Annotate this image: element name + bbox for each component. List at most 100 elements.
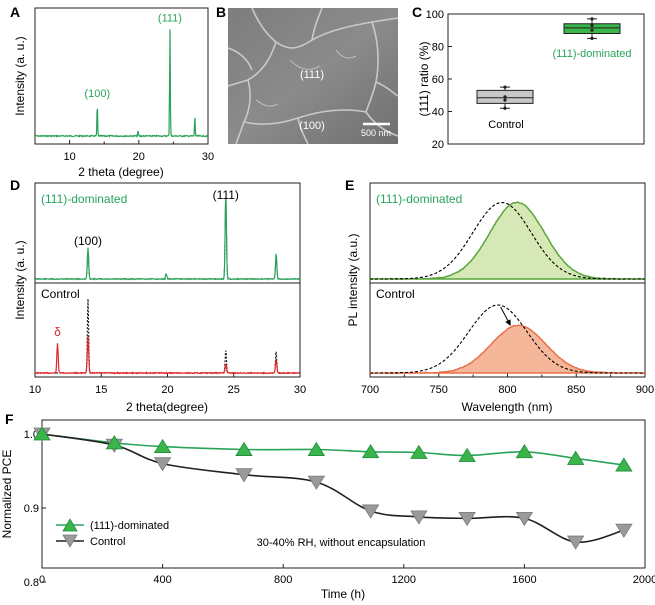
box-point [590, 36, 594, 40]
y-tick-label: 0.8 [24, 577, 39, 589]
panel-d-y-label: Intensity (a. u.) [13, 240, 27, 319]
panel-a-peak-label-100: (100) [84, 88, 110, 100]
legend-control-label: Control [90, 536, 125, 548]
111-dominated-marker [410, 444, 428, 459]
panel-d-bottom-reference-line [35, 298, 300, 374]
panel-c-control-label: Control [488, 119, 523, 131]
sem-grain-highlights [255, 49, 357, 107]
panel-d-frame [34, 182, 301, 378]
panel-e-bottom-reference-curve [370, 304, 645, 374]
y-tick-label: 0.9 [24, 503, 39, 515]
panel-f-legend: (111)-dominated Control [56, 518, 169, 548]
111-dominated-marker [458, 447, 476, 462]
panel-d-xrd-comparison: 10 15 20 25 30 (111)-dominated Control (111)… [13, 182, 306, 414]
panel-e-x-label: Wavelength (nm) [462, 400, 553, 414]
111-dominated-marker [153, 438, 172, 453]
panel-d-control-line [34, 335, 301, 375]
legend-111-marker [62, 518, 78, 532]
panel-d-x-ticks: 10 15 20 25 30 [29, 373, 306, 396]
panel-a-frame [34, 7, 209, 145]
panel-d-x-label: 2 theta(degree) [126, 400, 208, 414]
x-tick-label: 1600 [512, 574, 536, 586]
control-marker [361, 504, 380, 519]
panel-letter-e: E [345, 177, 354, 193]
panel-a-y-label: Intensity (a. u.) [13, 36, 27, 115]
111-dominated-marker [566, 450, 585, 465]
x-tick-label: 750 [430, 384, 448, 396]
sem-background [228, 8, 398, 144]
panel-e-control-area [369, 324, 646, 375]
x-tick-label: 900 [636, 384, 654, 396]
x-tick-label: 1200 [392, 574, 416, 586]
legend-111-label: (111)-dominated [90, 520, 169, 532]
control-marker [515, 511, 534, 527]
panel-e-111-dominated-area [369, 201, 646, 281]
panel-a-xrd: 10 20 30 (100) (111) 2 theta (degree) Inte… [13, 7, 214, 179]
panel-letter-b: B [216, 4, 226, 20]
panel-c-boxes [476, 17, 621, 110]
y-tick-label: 80 [432, 42, 444, 54]
x-tick-label: 700 [361, 384, 379, 396]
panel-b-sem-image: (111) (100) 500 nm [227, 7, 399, 145]
panel-f-111-dominated-line [41, 433, 625, 466]
control-marker [153, 457, 172, 472]
x-tick-label: 800 [274, 574, 292, 586]
x-tick-label: 850 [567, 384, 585, 396]
x-tick-label: 0 [39, 574, 45, 586]
panel-f-x-label: Time (h) [321, 587, 365, 601]
legend-control-marker [62, 534, 78, 548]
panel-e-y-label: PL intensity (a.u.) [346, 234, 360, 327]
control-marker [458, 511, 476, 527]
control-marker [615, 523, 633, 538]
panel-e-control-label: Control [376, 287, 415, 301]
x-tick-label: 20 [161, 384, 173, 396]
panel-e-111-dominated-label: (111)-dominated [376, 192, 462, 206]
panel-letter-a: A [10, 4, 20, 20]
panel-c-111-label: (111)-dominated [552, 48, 631, 60]
panel-c-y-label: (111) ratio (%) [417, 42, 431, 117]
panel-d-peak-label-111: (111) [213, 188, 239, 202]
x-tick-label: 15 [95, 384, 107, 396]
panel-c-y-ticks: 20 40 60 80 100 [426, 9, 452, 151]
panel-c-boxplot: 20 40 60 80 100 Control (111)-dominated (111… [417, 9, 645, 151]
panel-d-111-dominated-line [34, 197, 301, 281]
box-point [503, 85, 507, 89]
x-tick-label: 20 [133, 151, 145, 163]
control-marker [566, 535, 585, 550]
box-point [590, 17, 594, 21]
111-dominated-marker [33, 426, 51, 441]
box-rect [563, 23, 621, 34]
sem-grain-boundaries [227, 7, 399, 145]
y-tick-label: 60 [432, 74, 444, 86]
panel-a-xrd-line [34, 29, 209, 139]
panel-f-frame [41, 419, 646, 569]
x-tick-label: 10 [29, 384, 41, 396]
panel-e-pl-spectra: 700 750 800 850 900 (111)-dominated Control … [346, 182, 654, 414]
x-tick-label: 800 [498, 384, 516, 396]
panel-letter-c: C [412, 4, 422, 20]
y-tick-label: 40 [432, 107, 444, 119]
sem-scale-bar-label: 500 nm [361, 128, 391, 138]
y-tick-label: 20 [432, 139, 444, 151]
control-marker [410, 510, 428, 525]
panel-a-x-ticks: 10 20 30 [34, 140, 214, 163]
panel-f-y-label: Normalized PCE [0, 450, 14, 539]
x-tick-label: 400 [153, 574, 171, 586]
x-tick-label: 25 [228, 384, 240, 396]
panel-f-markers [33, 426, 633, 550]
panel-e-x-ticks: 700 750 800 850 900 [361, 373, 654, 396]
111-dominated-marker [361, 443, 380, 459]
panel-d-delta-label: δ [54, 325, 61, 339]
control-marker [307, 475, 326, 490]
panel-f-annotation: 30-40% RH, without encapsulation [257, 537, 426, 549]
control-marker [235, 468, 253, 483]
panel-d-111-dominated-label: (111)-dominated [41, 192, 127, 206]
y-tick-label: 100 [426, 9, 444, 21]
sem-label-111: (111) [300, 69, 324, 81]
111-dominated-marker [235, 441, 253, 456]
box-point [503, 95, 507, 99]
x-tick-label: 30 [294, 384, 306, 396]
